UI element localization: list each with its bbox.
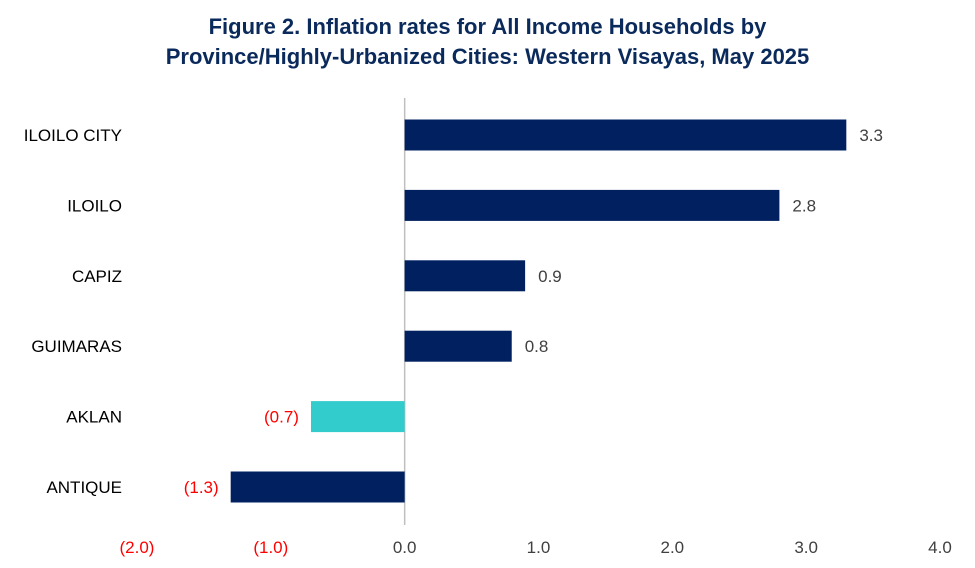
x-tick-label: 4.0 (928, 538, 952, 557)
x-tick-label: (1.0) (253, 538, 288, 557)
bar-capiz (404, 260, 526, 292)
x-tick-label: 2.0 (661, 538, 685, 557)
chart-title-line-1: Figure 2. Inflation rates for All Income… (208, 14, 767, 39)
data-label: 3.3 (859, 126, 883, 145)
bar-iloilo (404, 189, 780, 221)
chart-title-line-2: Province/Highly-Urbanized Cities: Wester… (165, 44, 810, 69)
category-label: ILOILO (67, 196, 122, 215)
chart-title: Figure 2. Inflation rates for All Income… (0, 12, 975, 72)
x-tick-label: (2.0) (120, 538, 155, 557)
bar-aklan (310, 401, 405, 433)
data-label: (1.3) (184, 478, 219, 497)
data-label: 2.8 (792, 196, 816, 215)
category-label: CAPIZ (72, 267, 122, 286)
category-label: GUIMARAS (31, 337, 122, 356)
bar-iloilo-city (404, 119, 847, 151)
bar-antique (230, 471, 405, 503)
x-tick-label: 0.0 (393, 538, 417, 557)
data-label: 0.9 (538, 267, 562, 286)
data-label: 0.8 (525, 337, 549, 356)
category-label: ANTIQUE (46, 478, 122, 497)
category-label: ILOILO CITY (24, 126, 122, 145)
category-label: AKLAN (66, 408, 122, 427)
data-label: (0.7) (264, 408, 299, 427)
bar-guimaras (404, 330, 512, 362)
x-tick-label: 3.0 (794, 538, 818, 557)
x-tick-label: 1.0 (527, 538, 551, 557)
